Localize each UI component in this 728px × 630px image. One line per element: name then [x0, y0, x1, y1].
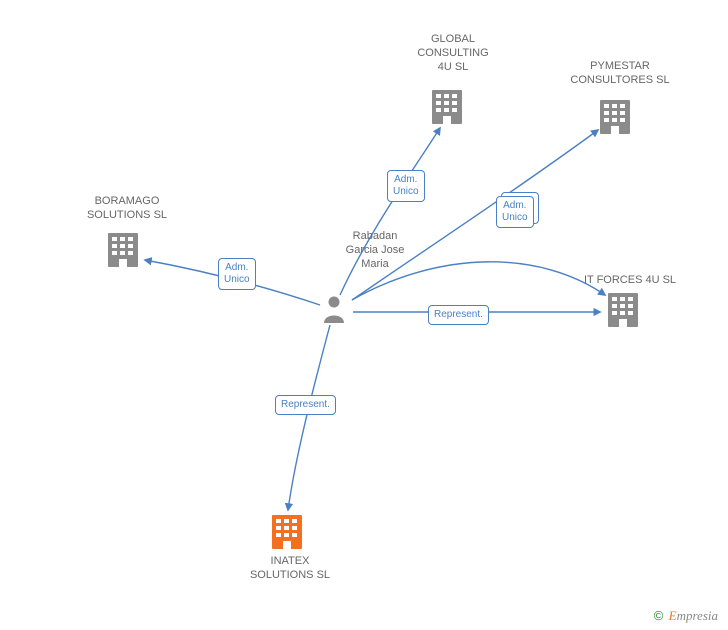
company-label-global: GLOBAL CONSULTING 4U SL: [398, 33, 508, 74]
company-label-itforces: IT FORCES 4U SL: [560, 274, 700, 288]
watermark: © Empresia: [654, 608, 718, 624]
edge-label-itforces: Adm. Unico: [496, 196, 534, 228]
person-label: Rabadan Garcia Jose Maria: [330, 230, 420, 271]
brand-rest: mpresia: [677, 608, 718, 623]
edge-label-inatex: Represent.: [275, 395, 336, 415]
edge-label-boramago: Adm. Unico: [218, 258, 256, 290]
brand-first-letter: E: [669, 608, 677, 623]
building-icon-boramago: [108, 233, 138, 267]
building-icon-pymestar: [600, 100, 630, 134]
company-label-inatex: INATEX SOLUTIONS SL: [225, 555, 355, 583]
company-label-boramago: BORAMAGO SOLUTIONS SL: [62, 195, 192, 223]
edge-label-global: Adm. Unico: [387, 170, 425, 202]
company-label-pymestar: PYMESTAR CONSULTORES SL: [545, 60, 695, 88]
building-icon-itforces: [608, 293, 638, 327]
edge-inatex: [288, 325, 330, 510]
building-icon-global: [432, 90, 462, 124]
building-icon-inatex: [272, 515, 302, 549]
person-icon: [322, 295, 346, 323]
copyright-symbol: ©: [654, 608, 664, 623]
edge-label-itforces_b: Represent.: [428, 305, 489, 325]
